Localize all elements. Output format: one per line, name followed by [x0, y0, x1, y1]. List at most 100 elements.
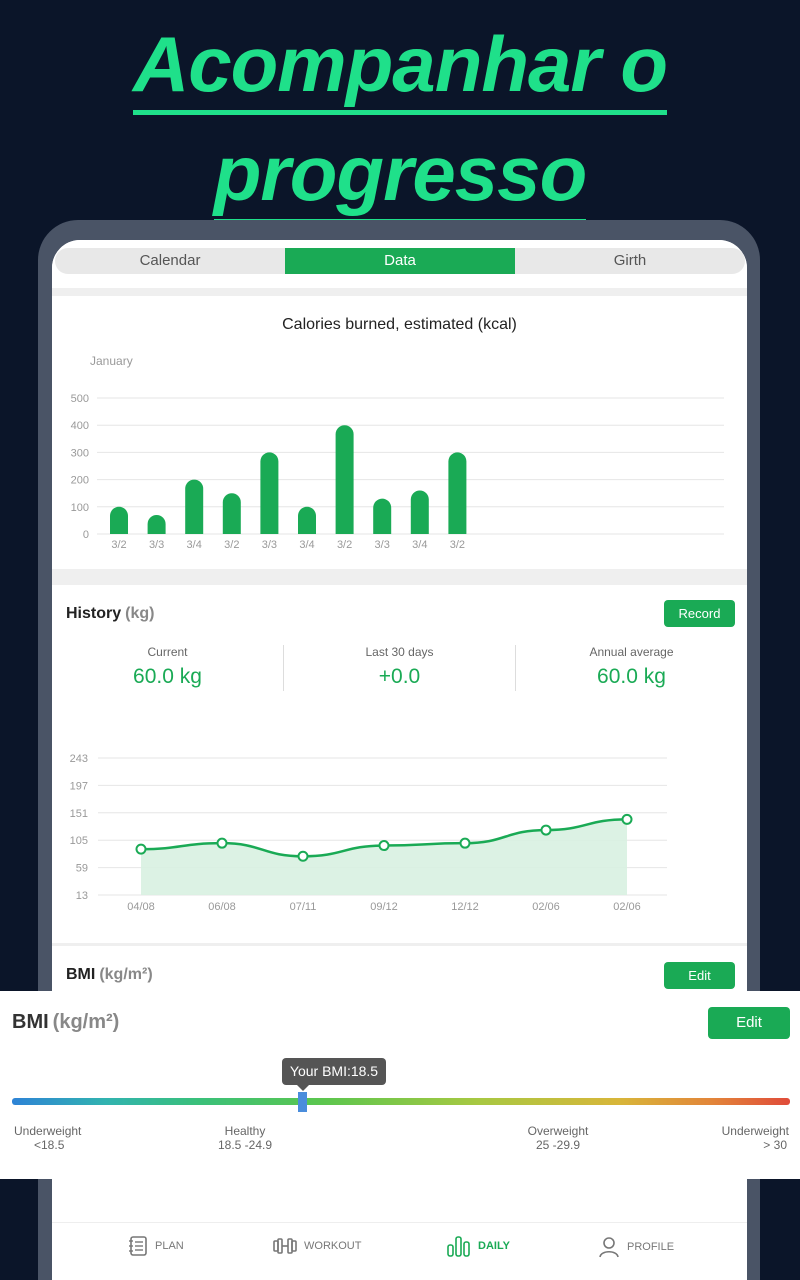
- x-tick-label: 09/12: [370, 901, 398, 913]
- y-tick-label: 243: [70, 753, 88, 765]
- stat-value: +0.0: [378, 665, 421, 688]
- y-tick-label: 100: [71, 502, 89, 514]
- history-title: History (kg): [66, 605, 154, 623]
- x-tick-label: 3/4: [299, 539, 314, 551]
- bar: [335, 425, 354, 534]
- bar: [448, 452, 467, 534]
- bmi-range-value: <18.5: [34, 1138, 65, 1152]
- data-point: [297, 850, 309, 862]
- tab-calendar[interactable]: Calendar: [139, 252, 201, 269]
- stat-last-30-days: Last 30 days +0.0: [284, 645, 515, 689]
- nav-plan[interactable]: PLAN: [127, 1235, 184, 1257]
- nav-plan-label: PLAN: [155, 1240, 184, 1252]
- bmi-unit: (kg/m²): [52, 1011, 120, 1033]
- y-tick-label: 105: [70, 835, 88, 847]
- stat-annual-average: Annual average 60.0 kg: [516, 645, 747, 689]
- stat-label: Last 30 days: [365, 645, 434, 659]
- bmi-range-value: 25 -29.9: [535, 1138, 581, 1152]
- tab-data[interactable]: Data: [285, 248, 515, 274]
- bmi-range-name: Overweight: [527, 1124, 589, 1138]
- calories-card: Calories burned, estimated (kcal) Januar…: [52, 296, 747, 569]
- data-point: [216, 837, 228, 849]
- divider: [515, 645, 516, 691]
- bmi-zoom-panel: BMI (kg/m²) Edit Your BMI:18.5 Underweigh…: [0, 991, 800, 1179]
- bmi-card-unit: (kg/m²): [99, 966, 153, 983]
- bmi-tooltip: Your BMI:18.5: [282, 1058, 386, 1085]
- bmi-range-overweight: Overweight 25 -29.9: [518, 1124, 598, 1152]
- bar: [298, 506, 316, 534]
- bar: [410, 490, 429, 534]
- x-tick-label: 12/12: [451, 901, 479, 913]
- nav-daily[interactable]: DAILY: [446, 1235, 510, 1257]
- data-point: [621, 813, 633, 825]
- x-tick-label: 06/08: [208, 901, 236, 913]
- bmi-marker[interactable]: [298, 1092, 307, 1112]
- y-tick-label: 300: [71, 447, 89, 459]
- nav-workout[interactable]: WORKOUT: [272, 1235, 361, 1257]
- y-tick-label: 0: [83, 529, 89, 541]
- y-tick-label: 59: [76, 863, 88, 875]
- bmi-range-name: Underweight: [14, 1124, 82, 1138]
- history-unit: (kg): [125, 605, 155, 622]
- y-tick-label: 400: [71, 420, 89, 432]
- stat-label: Annual average: [589, 645, 674, 659]
- data-point: [135, 843, 147, 855]
- bmi-scale-bar: [12, 1098, 790, 1105]
- x-tick-label: 3/4: [412, 539, 427, 551]
- bmi-range-name: Underweight: [721, 1124, 789, 1138]
- person-icon: [599, 1237, 619, 1258]
- bmi-card-edit-button[interactable]: Edit: [664, 962, 735, 989]
- x-tick-label: 3/2: [450, 539, 465, 551]
- stat-value: 60.0 kg: [133, 665, 202, 688]
- bmi-range-underweight: Underweight <18.5: [14, 1124, 81, 1152]
- x-tick-label: 3/3: [262, 539, 277, 551]
- bmi-card-title-text: BMI: [66, 966, 96, 983]
- area-fill: [141, 819, 627, 895]
- calories-chart-month: January: [90, 354, 133, 368]
- bmi-title: BMI (kg/m²): [12, 1011, 119, 1034]
- plan-icon: [129, 1236, 147, 1256]
- bmi-range-healthy: Healthy 18.5 -24.9: [205, 1124, 285, 1152]
- bmi-range-obese: Underweight > 30: [722, 1124, 789, 1152]
- stat-current: Current 60.0 kg: [52, 645, 283, 689]
- x-tick-label: 3/3: [375, 539, 390, 551]
- data-point: [378, 840, 390, 852]
- bar: [373, 498, 392, 534]
- x-tick-label: 3/2: [111, 539, 126, 551]
- x-tick-label: 3/2: [224, 539, 239, 551]
- history-card: History (kg) Record Current 60.0 kg Last …: [52, 585, 747, 943]
- nav-workout-label: WORKOUT: [304, 1240, 362, 1252]
- bar: [260, 452, 279, 534]
- data-point: [540, 824, 552, 836]
- bar: [147, 514, 166, 534]
- x-tick-label: 3/3: [149, 539, 164, 551]
- y-tick-label: 151: [70, 808, 88, 820]
- y-tick-label: 500: [71, 393, 89, 405]
- bmi-card-title: BMI (kg/m²): [66, 966, 153, 984]
- headline-line1: Acompanhar o: [132, 18, 668, 115]
- x-tick-label: 04/08: [127, 901, 155, 913]
- dumbbell-icon: [273, 1238, 297, 1254]
- headline-line2: progresso: [213, 127, 587, 224]
- bar: [110, 506, 128, 534]
- nav-profile[interactable]: PROFILE: [597, 1235, 674, 1259]
- record-button[interactable]: Record: [664, 600, 735, 627]
- tab-girth[interactable]: Girth: [613, 252, 647, 269]
- tab-bar: Calendar Data Girth: [52, 240, 747, 288]
- bmi-edit-button[interactable]: Edit: [708, 1007, 790, 1039]
- x-tick-label: 3/2: [337, 539, 352, 551]
- data-point: [459, 837, 471, 849]
- x-tick-label: 07/11: [290, 901, 317, 913]
- nav-daily-label: DAILY: [478, 1240, 510, 1252]
- stat-label: Current: [147, 645, 188, 659]
- y-tick-label: 13: [76, 890, 88, 902]
- y-tick-label: 200: [71, 475, 89, 487]
- bottom-nav: PLAN WORKOUT DAILY P: [52, 1222, 747, 1280]
- stat-value: 60.0 kg: [597, 665, 666, 688]
- x-tick-label: 3/4: [187, 539, 202, 551]
- bmi-range-value: > 30: [763, 1138, 787, 1152]
- bmi-range-name: Healthy: [224, 1124, 266, 1138]
- bmi-title-text: BMI: [12, 1011, 49, 1033]
- x-tick-label: 02/06: [532, 901, 560, 913]
- divider: [283, 645, 284, 691]
